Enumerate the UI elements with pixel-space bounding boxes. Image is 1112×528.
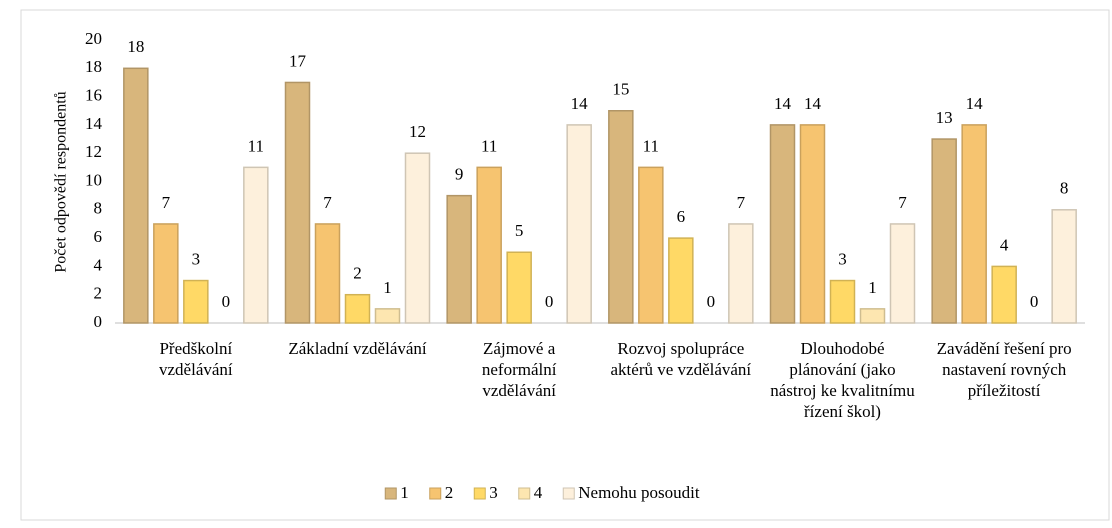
data-label: 9 <box>455 165 464 184</box>
bar <box>668 237 694 324</box>
bar <box>829 279 856 324</box>
y-tick-label: 8 <box>94 199 103 218</box>
data-label: 0 <box>1030 292 1039 311</box>
legend-label: 4 <box>534 483 543 502</box>
y-tick-label: 6 <box>94 227 103 246</box>
data-label: 3 <box>838 249 847 268</box>
bar <box>284 81 311 324</box>
bar <box>728 223 754 324</box>
y-tick-label: 2 <box>94 284 103 303</box>
bar <box>608 110 634 324</box>
data-label: 7 <box>323 193 332 212</box>
data-label: 13 <box>936 108 953 127</box>
legend-label: 1 <box>400 483 409 502</box>
bar <box>638 166 664 324</box>
bar <box>123 67 149 324</box>
data-label: 5 <box>515 221 524 240</box>
bar <box>566 124 592 324</box>
data-label: 11 <box>481 136 497 155</box>
data-label: 18 <box>127 37 144 56</box>
bar <box>344 293 371 324</box>
legend-label: Nemohu posoudit <box>578 483 700 502</box>
bar <box>799 124 826 324</box>
legend-swatch <box>562 487 575 500</box>
bar <box>506 251 532 324</box>
bar <box>889 223 916 324</box>
data-label: 14 <box>966 94 984 113</box>
y-tick-label: 16 <box>85 86 102 105</box>
bar <box>931 138 957 324</box>
chart-border <box>20 9 1110 521</box>
data-label: 6 <box>677 207 686 226</box>
data-label: 7 <box>898 193 907 212</box>
y-tick-label: 4 <box>94 255 103 274</box>
data-label: 1 <box>383 278 392 297</box>
data-label: 14 <box>804 94 822 113</box>
y-tick-label: 14 <box>85 114 103 133</box>
y-tick-label: 12 <box>85 142 102 161</box>
x-tick-label: Dlouhodobé plánování (jako nástroj ke kv… <box>770 339 915 421</box>
data-label: 0 <box>707 292 716 311</box>
data-label: 7 <box>737 193 746 212</box>
data-label: 15 <box>612 80 629 99</box>
x-tick-label: Rozvoj spolupráce aktérů ve vzdělávání <box>610 339 752 379</box>
data-label: 8 <box>1060 179 1069 198</box>
legend-swatch <box>384 487 397 500</box>
bar <box>769 124 796 324</box>
y-tick-label: 0 <box>94 312 103 331</box>
y-tick-label: 18 <box>85 57 102 76</box>
bar <box>961 124 987 324</box>
bar <box>404 152 431 324</box>
data-label: 12 <box>409 122 426 141</box>
legend-label: 3 <box>489 483 498 502</box>
data-label: 17 <box>289 51 307 70</box>
data-label: 1 <box>868 278 877 297</box>
data-label: 14 <box>571 94 589 113</box>
bar <box>314 223 341 324</box>
x-tick-label: Zájmové a neformální vzdělávání <box>481 339 557 400</box>
legend-label: 2 <box>445 483 454 502</box>
legend-swatch <box>518 487 531 500</box>
bar <box>859 308 886 324</box>
data-label: 3 <box>192 249 201 268</box>
y-tick-label: 10 <box>85 170 102 189</box>
data-label: 7 <box>162 193 171 212</box>
data-label: 11 <box>248 136 264 155</box>
bar <box>183 279 209 324</box>
bar <box>446 194 472 324</box>
bar <box>374 308 401 324</box>
bar <box>476 166 502 324</box>
legend-swatch <box>429 487 442 500</box>
x-tick-label: Základní vzdělávání <box>288 339 427 358</box>
data-label: 2 <box>353 264 362 283</box>
bar <box>243 166 269 324</box>
legend-swatch <box>473 487 486 500</box>
bar <box>1051 209 1077 324</box>
data-label: 14 <box>774 94 792 113</box>
bar <box>991 265 1017 324</box>
y-axis-title: Počet odpovědí respondentů <box>53 91 70 272</box>
x-tick-label: Předškolní vzdělávání <box>159 339 233 379</box>
y-tick-label: 20 <box>85 29 102 48</box>
data-label: 11 <box>643 136 659 155</box>
data-label: 0 <box>222 292 231 311</box>
bar <box>153 223 179 324</box>
data-label: 0 <box>545 292 554 311</box>
data-label: 4 <box>1000 235 1009 254</box>
x-tick-label: Zavádění řešení pro nastavení rovných př… <box>936 339 1072 400</box>
